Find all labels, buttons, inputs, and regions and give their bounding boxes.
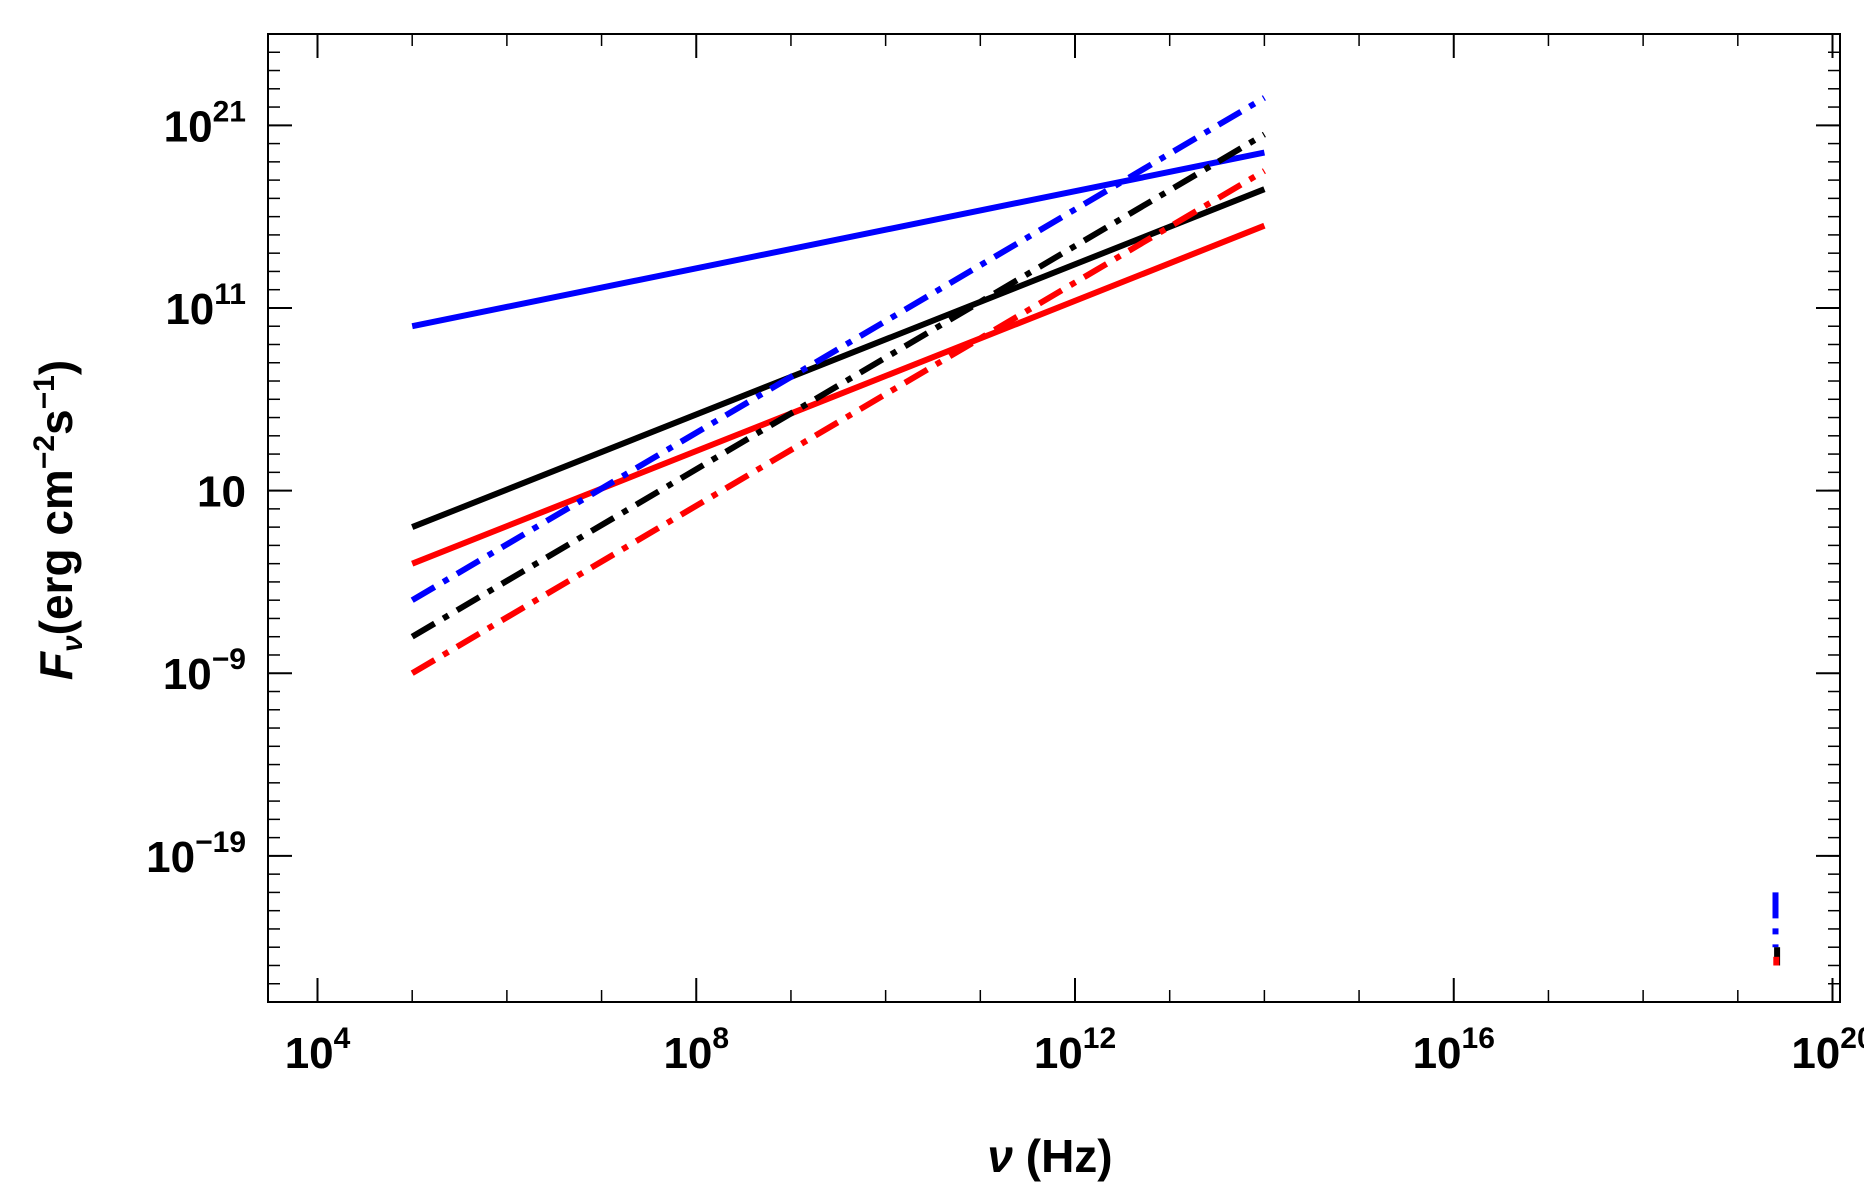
x-tick-label: 1016 bbox=[1413, 1022, 1495, 1078]
y-tick-labels: 10−19 10−9 10 1011 1021 bbox=[146, 95, 246, 882]
series-line-5 bbox=[410, 131, 1266, 640]
x-tick-labels: 104 108 1012 1016 1020 bbox=[285, 1022, 1864, 1078]
y-tick-label: 10 bbox=[197, 468, 246, 517]
y-tick-label: 1011 bbox=[165, 278, 246, 334]
major-ticks bbox=[268, 34, 1840, 1002]
plot-frame bbox=[267, 33, 1841, 1003]
minor-ticks bbox=[268, 33, 1840, 1003]
x-tick-label: 1012 bbox=[1034, 1022, 1116, 1078]
x-tick-label: 104 bbox=[285, 1022, 351, 1078]
x-axis-title: ν (Hz) bbox=[987, 1130, 1112, 1182]
y-tick-label: 10−19 bbox=[146, 826, 246, 882]
series-line-3 bbox=[411, 222, 1266, 567]
y-tick-label: 10−9 bbox=[163, 643, 246, 699]
series-line-4 bbox=[410, 95, 1266, 603]
series-line-1 bbox=[411, 149, 1265, 330]
y-tick-label: 1021 bbox=[164, 95, 246, 151]
x-tick-label: 1020 bbox=[1791, 1022, 1864, 1078]
series-line-6 bbox=[410, 168, 1266, 676]
series-line-2 bbox=[411, 186, 1266, 530]
x-tick-label: 108 bbox=[663, 1022, 729, 1078]
y-axis-title: Fν(erg cm−2s−1) bbox=[28, 360, 89, 680]
series-layer bbox=[410, 95, 1781, 966]
